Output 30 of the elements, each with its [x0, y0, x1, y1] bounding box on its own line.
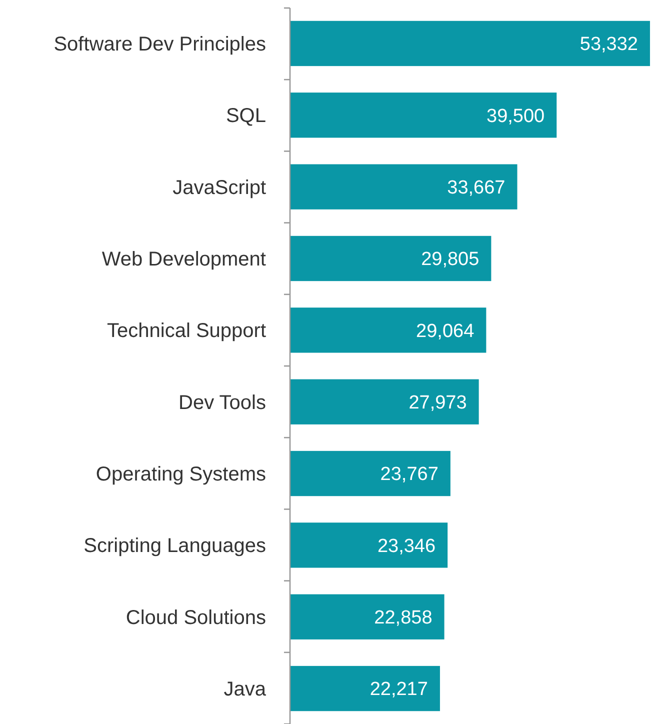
data-label: 23,346: [377, 536, 436, 557]
y-tick-label: SQL: [226, 105, 266, 128]
y-tick-label: Scripting Languages: [84, 535, 266, 558]
y-tick-label: Technical Support: [107, 320, 266, 342]
y-tick-label: JavaScript: [172, 176, 266, 199]
bar: [290, 450, 450, 496]
data-label: 23,767: [380, 464, 438, 486]
bar: [290, 164, 518, 210]
bar: [290, 92, 557, 138]
bar: [290, 522, 448, 568]
data-label: 22,217: [370, 679, 428, 700]
data-label: 29,064: [416, 320, 475, 342]
data-label: 33,667: [447, 177, 506, 198]
bar: [290, 666, 440, 712]
bar: [290, 236, 492, 282]
bar: [290, 594, 444, 640]
data-label: 22,858: [374, 608, 432, 628]
y-tick-label: Cloud Solutions: [126, 606, 266, 629]
bar: [290, 308, 486, 353]
data-label: 29,805: [421, 249, 480, 270]
data-label: 53,332: [580, 34, 638, 56]
y-tick-label: Dev Tools: [178, 392, 266, 414]
bar: [290, 20, 650, 66]
data-label: 39,500: [486, 106, 545, 127]
bar: [290, 379, 479, 424]
y-tick-label: Java: [224, 678, 267, 701]
y-tick-label: Operating Systems: [96, 464, 266, 486]
y-tick-label: Web Development: [102, 248, 266, 270]
data-label: 27,973: [408, 392, 467, 414]
y-tick-label: Software Dev Principles: [54, 33, 266, 56]
